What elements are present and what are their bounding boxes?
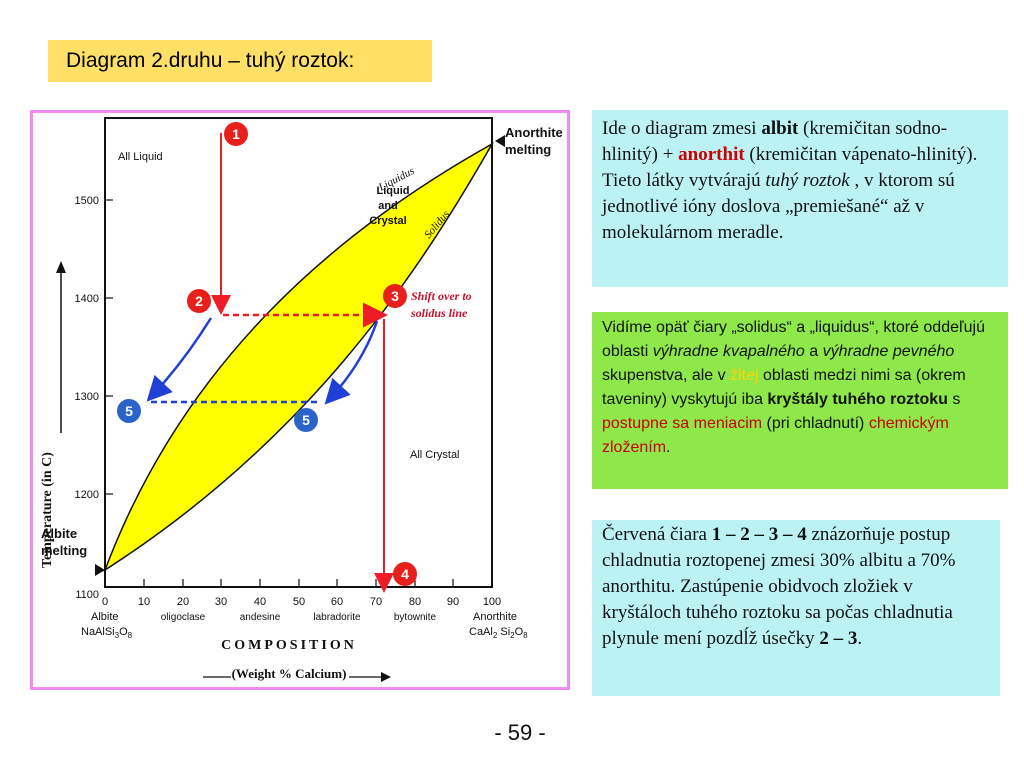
y-tick-label: 1300 bbox=[75, 391, 99, 403]
svg-text:melting: melting bbox=[41, 543, 87, 558]
marker-4 bbox=[393, 562, 417, 586]
albite-formula: NaAlSi3O8 bbox=[81, 626, 133, 640]
mineral-name: bytownite bbox=[394, 612, 437, 623]
x-tick-label: 30 bbox=[215, 596, 227, 608]
shift-note: Shift over to bbox=[411, 289, 472, 303]
albite-melting-label: Albite bbox=[41, 526, 77, 541]
two-phase-region bbox=[103, 142, 494, 572]
marker-1 bbox=[224, 122, 248, 146]
all-crystal-label: All Crystal bbox=[410, 449, 460, 461]
svg-text:and: and bbox=[378, 200, 398, 212]
marker-5-left bbox=[117, 399, 141, 423]
svg-text:4: 4 bbox=[401, 566, 409, 582]
y-tick-label: 1500 bbox=[75, 195, 99, 207]
x-tick-label: 10 bbox=[138, 596, 150, 608]
x-axis-ticks bbox=[104, 579, 493, 587]
svg-text:5: 5 bbox=[125, 403, 133, 419]
liquid-crystal-label: Liquid bbox=[377, 185, 410, 197]
x-axis-subtitle: (Weight % Calcium) bbox=[232, 666, 347, 681]
x-tick-label: 0 bbox=[102, 596, 108, 608]
y-tick-label: 1100 bbox=[75, 589, 99, 601]
y-tick-label: 1400 bbox=[75, 293, 99, 305]
mineral-name: oligoclase bbox=[161, 612, 206, 623]
phase-diagram: 1500 1400 1300 1200 1100 Temperature (in… bbox=[30, 110, 570, 690]
x-tick-label: 80 bbox=[409, 596, 421, 608]
marker-2 bbox=[187, 289, 211, 313]
mineral-name: labradorite bbox=[313, 612, 361, 623]
x-axis-title: COMPOSITION bbox=[221, 638, 357, 653]
x-tick-label: 60 bbox=[331, 596, 343, 608]
info-box-solidus-liquidus: Vidíme opäť čiary „solidus“ a „liquidus“… bbox=[592, 312, 1008, 489]
svg-text:2: 2 bbox=[195, 293, 203, 309]
y-tick-label: 1200 bbox=[75, 489, 99, 501]
x-tick-label: 50 bbox=[293, 596, 305, 608]
x-tick-label: 70 bbox=[370, 596, 382, 608]
blue-arrow-right bbox=[324, 320, 379, 405]
anorthite-formula: CaAl2 Si2O8 bbox=[469, 626, 528, 640]
albite-label: Albite bbox=[91, 611, 119, 623]
x-tick-label: 40 bbox=[254, 596, 266, 608]
y-axis-title: Temperature (in C) bbox=[40, 452, 55, 568]
svg-text:5: 5 bbox=[302, 412, 310, 428]
anorthite-melting-label: Anorthite bbox=[505, 125, 563, 140]
svg-text:melting: melting bbox=[505, 142, 551, 157]
blue-arrow-left bbox=[146, 317, 213, 402]
slide-title: Diagram 2.druhu – tuhý roztok: bbox=[48, 40, 432, 82]
y-axis-ticks bbox=[105, 199, 113, 588]
svg-text:Crystal: Crystal bbox=[369, 215, 406, 227]
marker-3 bbox=[383, 284, 407, 308]
info-box-description: Ide o diagram zmesi albit (kremičitan so… bbox=[592, 110, 1008, 287]
x-tick-label: 100 bbox=[483, 596, 501, 608]
info-box-cooling-path: Červená čiara 1 – 2 – 3 – 4 znázorňuje p… bbox=[592, 520, 1000, 696]
anorthite-label: Anorthite bbox=[473, 611, 517, 623]
all-liquid-label: All Liquid bbox=[118, 151, 163, 163]
marker-5-right bbox=[294, 408, 318, 432]
x-tick-label: 20 bbox=[177, 596, 189, 608]
page-number: - 59 - bbox=[494, 720, 546, 745]
mineral-name: andesine bbox=[240, 612, 281, 623]
phase-diagram-svg: 1500 1400 1300 1200 1100 Temperature (in… bbox=[40, 117, 563, 682]
svg-text:3: 3 bbox=[391, 288, 399, 304]
svg-text:1: 1 bbox=[232, 126, 240, 142]
x-tick-label: 90 bbox=[447, 596, 459, 608]
svg-text:solidus line: solidus line bbox=[410, 306, 468, 320]
